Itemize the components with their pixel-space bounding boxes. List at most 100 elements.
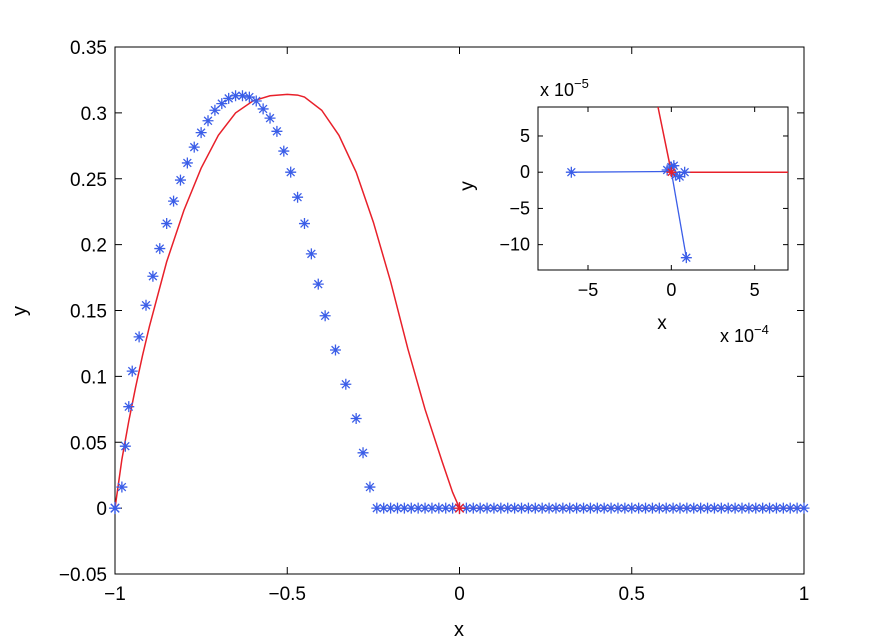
main-data-point (126, 365, 138, 377)
main-red-curve (114, 93, 804, 509)
main-data-point (391, 502, 403, 514)
main-data-point (312, 278, 324, 290)
main-data-point (681, 502, 693, 514)
main-data-point (784, 502, 796, 514)
main-x-tick-label: −0.5 (268, 584, 306, 605)
inset-x-tick-label: 5 (750, 280, 760, 300)
main-data-point (564, 502, 576, 514)
main-data-point (364, 481, 376, 493)
main-extra-point (453, 502, 466, 515)
main-data-point (695, 502, 707, 514)
main-extra-point (109, 502, 121, 515)
main-data-point (216, 98, 228, 110)
main-y-tick-label: 0.35 (70, 38, 107, 59)
main-data-point (653, 502, 665, 514)
main-data-point (447, 502, 459, 514)
inset-y-exponent-power: −5 (574, 76, 589, 91)
main-data-point (181, 157, 193, 169)
main-data-point (598, 502, 610, 514)
main-x-tick-label: 1 (799, 584, 810, 605)
main-data-point (405, 502, 417, 514)
inset-blue-segment (670, 171, 687, 258)
inset-tick-labels: −5 0 5 −10 −5 0 5 (499, 126, 759, 300)
main-data-point (230, 90, 242, 102)
main-data-point (147, 270, 159, 282)
main-line-series (114, 93, 804, 509)
main-data-point (619, 502, 631, 514)
inset-x-axis-label: x (657, 313, 667, 334)
main-data-point (385, 502, 397, 514)
inset-extra-point (666, 167, 677, 178)
main-data-point (140, 299, 152, 311)
main-data-point (509, 502, 521, 514)
main-data-point (571, 502, 583, 514)
main-data-point (319, 310, 331, 322)
main-data-point (433, 502, 445, 514)
main-data-point (764, 502, 776, 514)
main-data-point (605, 502, 617, 514)
main-y-tick-label: 0.2 (81, 236, 107, 257)
main-data-point (750, 502, 762, 514)
main-data-point (440, 502, 452, 514)
main-tick-labels: −1 −0.5 0 0.5 1 −0.05 0 0.05 0.1 0.15 0.2 0.25 0.3 0.… (59, 38, 809, 605)
main-data-point (223, 92, 235, 104)
main-data-point (285, 166, 297, 178)
inset-plot: −5 0 5−10−505 x y x 10−5 x 10−4 (457, 76, 789, 346)
main-y-tick-label: −0.05 (59, 565, 107, 586)
main-data-point (550, 502, 562, 514)
inset-data-point (661, 164, 673, 176)
main-data-point (119, 440, 131, 452)
main-data-point (474, 502, 486, 514)
inset-y-tick-label: 5 (520, 126, 530, 146)
main-data-point (298, 218, 310, 230)
inset-data-point (668, 160, 680, 172)
main-data-point (426, 502, 438, 514)
main-y-tick-label: 0 (96, 499, 107, 520)
main-marker-series (109, 90, 810, 515)
main-data-point (460, 502, 472, 514)
main-data-point (522, 502, 534, 514)
main-data-point (543, 502, 555, 514)
main-data-point (736, 502, 748, 514)
main-data-point (502, 502, 514, 514)
main-data-point (488, 502, 500, 514)
inset-data-point (680, 252, 692, 264)
main-data-point (161, 218, 173, 230)
main-data-point (708, 502, 720, 514)
inset-y-exponent-base: x 10 (540, 80, 574, 100)
main-data-point (578, 502, 590, 514)
main-data-point (398, 502, 410, 514)
main-data-point (729, 502, 741, 514)
main-data-point (236, 90, 248, 102)
main-data-point (481, 502, 493, 514)
main-x-axis-label: x (454, 619, 464, 641)
main-y-tick-label: 0.3 (81, 104, 107, 125)
main-data-point (536, 502, 548, 514)
main-data-point (168, 195, 180, 207)
inset-x-tick-label: −5 (578, 280, 599, 300)
main-data-point (557, 502, 569, 514)
main-data-point (688, 502, 700, 514)
main-y-tick-label: 0.15 (70, 302, 107, 323)
inset-x-exponent-power: −4 (754, 322, 769, 337)
main-data-point (626, 502, 638, 514)
main-data-point (378, 502, 390, 514)
main-data-point (633, 502, 645, 514)
main-data-point (195, 127, 207, 139)
main-data-point (660, 502, 672, 514)
main-data-point (798, 502, 810, 514)
inset-blue-segment (571, 170, 672, 173)
main-data-point (646, 502, 658, 514)
main-data-point (722, 502, 734, 514)
main-x-tick-label: 0.5 (619, 584, 645, 605)
main-data-point (770, 502, 782, 514)
inset-x-tick-label: 0 (666, 280, 676, 300)
inset-x-exponent: x 10−4 (720, 322, 769, 346)
inset-y-tick-label: −10 (499, 235, 530, 255)
inset-data-point (679, 166, 691, 178)
main-data-point (350, 413, 362, 425)
main-y-tick-label: 0.25 (70, 170, 107, 191)
main-data-point (516, 502, 528, 514)
main-data-point (243, 91, 255, 103)
